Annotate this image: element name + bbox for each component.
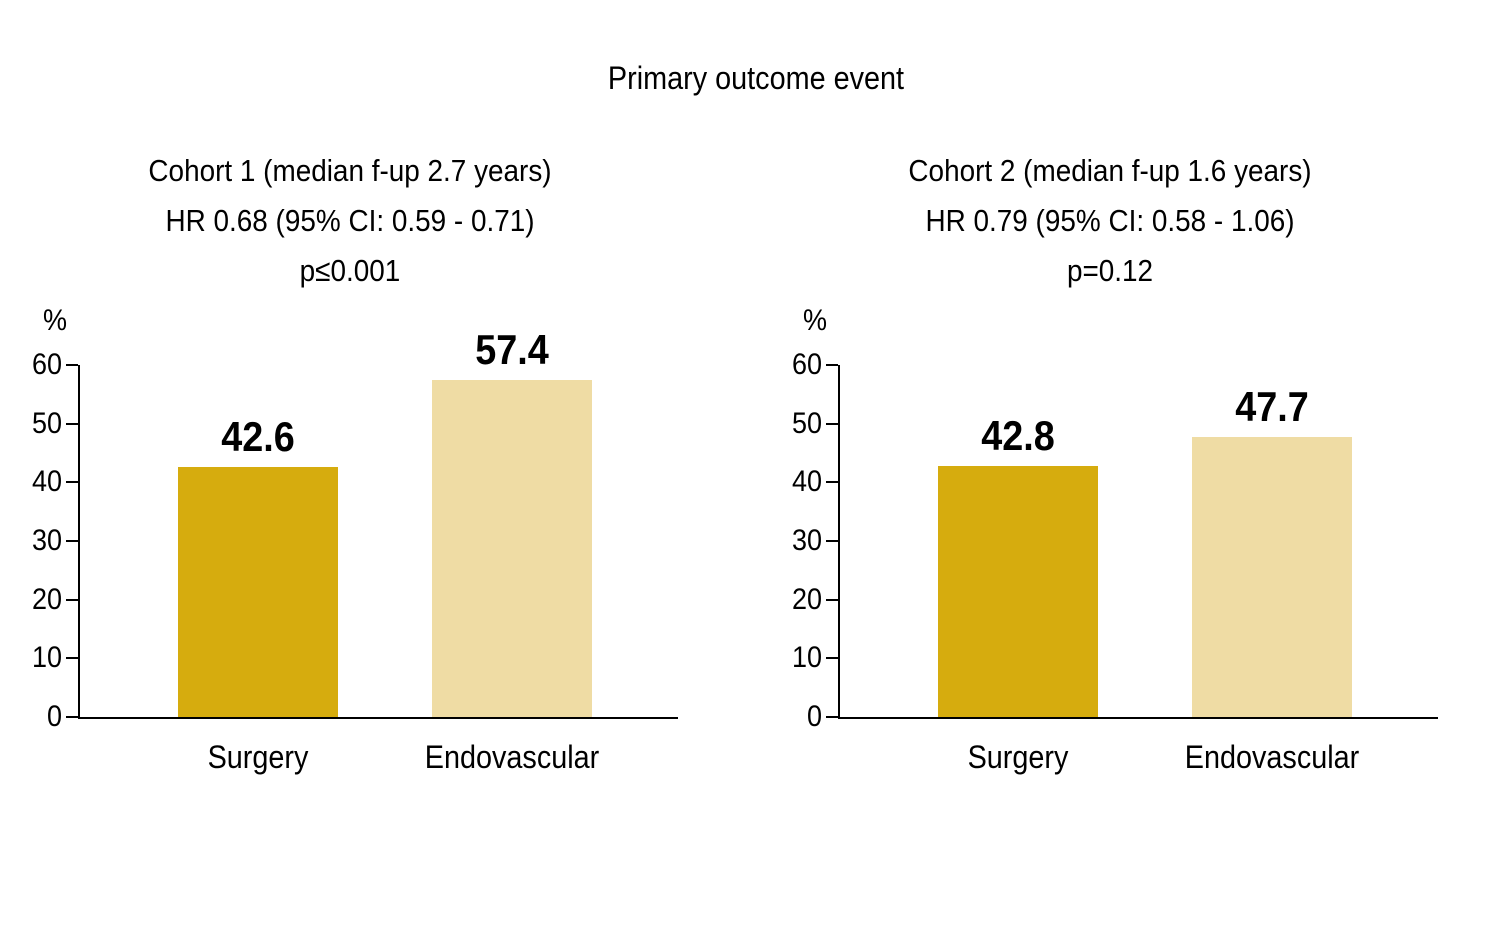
y-tick bbox=[826, 540, 838, 542]
bar-endovascular bbox=[432, 380, 592, 717]
y-tick bbox=[66, 657, 78, 660]
cohort2-title: Cohort 2 (median f-up 1.6 years) bbox=[908, 153, 1312, 188]
cohort1-hazard-ratio: HR 0.68 (95% CI: 0.59 - 0.71) bbox=[165, 203, 535, 238]
figure-title: Primary outcome event bbox=[607, 60, 905, 96]
y-tick bbox=[826, 481, 838, 484]
y-tick-label: 30 bbox=[791, 524, 822, 557]
y-tick-label: 60 bbox=[791, 348, 822, 381]
bar-value-label-surgery: 42.8 bbox=[981, 411, 1055, 459]
y-tick bbox=[826, 657, 838, 660]
y-axis-unit-label: % bbox=[802, 304, 828, 337]
y-tick bbox=[66, 364, 78, 366]
y-tick-label: 60 bbox=[31, 348, 62, 381]
y-tick bbox=[826, 422, 838, 425]
y-axis-line bbox=[838, 365, 840, 719]
y-tick-label: 10 bbox=[791, 641, 822, 675]
y-tick-label: 40 bbox=[31, 465, 62, 499]
cohort2-hazard-ratio: HR 0.79 (95% CI: 0.58 - 1.06) bbox=[925, 203, 1295, 238]
y-tick bbox=[66, 716, 78, 718]
y-tick-label: 50 bbox=[31, 406, 62, 440]
category-label-endovascular: Endovascular bbox=[1184, 739, 1360, 775]
y-tick-label: 0 bbox=[46, 700, 62, 733]
category-label-surgery: Surgery bbox=[967, 739, 1069, 775]
y-tick-label: 20 bbox=[31, 582, 62, 616]
cohort1-title: Cohort 1 (median f-up 2.7 years) bbox=[148, 153, 552, 188]
y-tick bbox=[66, 481, 78, 484]
y-tick bbox=[826, 598, 838, 601]
y-tick bbox=[66, 598, 78, 601]
y-tick bbox=[826, 716, 838, 718]
bar-value-label-endovascular: 57.4 bbox=[475, 326, 549, 374]
cohort2-header: Cohort 2 (median f-up 1.6 years) HR 0.79… bbox=[780, 146, 1440, 296]
y-tick-label: 50 bbox=[791, 406, 822, 440]
y-tick bbox=[66, 540, 78, 542]
y-tick-label: 20 bbox=[791, 582, 822, 616]
bar-surgery bbox=[178, 467, 338, 717]
cohort1-header: Cohort 1 (median f-up 2.7 years) HR 0.68… bbox=[20, 146, 680, 296]
y-tick-label: 0 bbox=[806, 700, 822, 733]
y-tick-label: 30 bbox=[31, 524, 62, 557]
y-tick bbox=[826, 364, 838, 366]
y-axis-line bbox=[78, 365, 80, 719]
cohort1-chart: % 0 10 20 30 40 50 60 42.6 Surgery 57.4 Endovascula… bbox=[20, 300, 730, 840]
y-tick bbox=[66, 422, 78, 425]
bar-value-label-endovascular: 47.7 bbox=[1235, 383, 1309, 431]
category-label-endovascular: Endovascular bbox=[424, 739, 600, 775]
y-tick-label: 40 bbox=[791, 465, 822, 499]
bar-surgery bbox=[938, 465, 1098, 717]
x-axis-line bbox=[838, 717, 1438, 719]
category-label-surgery: Surgery bbox=[207, 739, 309, 775]
cohort1-p-value: p≤0.001 bbox=[299, 253, 401, 288]
cohort2-p-value: p=0.12 bbox=[1066, 253, 1154, 288]
bar-endovascular bbox=[1192, 437, 1352, 717]
cohort2-chart: % 0 10 20 30 40 50 60 42.8 Surgery 47.7 Endovascula… bbox=[780, 300, 1490, 840]
y-axis-unit-label: % bbox=[42, 304, 68, 337]
y-tick-label: 10 bbox=[31, 641, 62, 675]
x-axis-line bbox=[78, 717, 678, 719]
bar-value-label-surgery: 42.6 bbox=[221, 413, 295, 461]
